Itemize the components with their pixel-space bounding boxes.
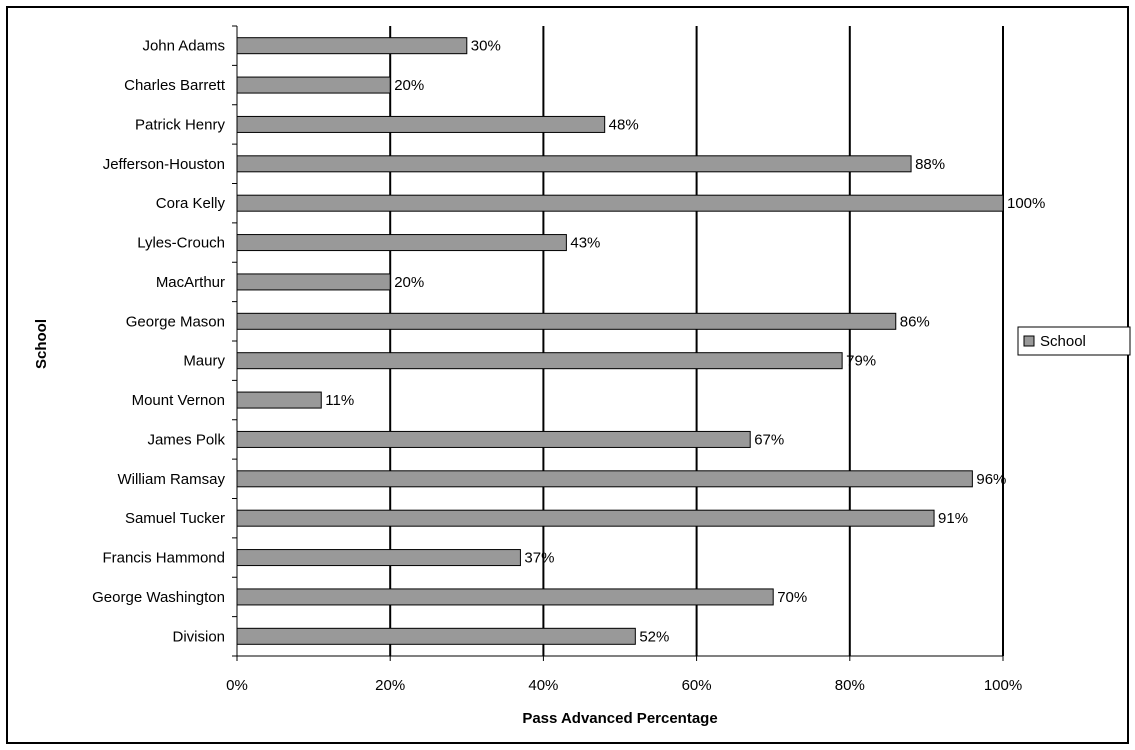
x-tick-label: 80% [835, 677, 865, 694]
data-label: 86% [900, 313, 930, 330]
data-label: 100% [1007, 195, 1045, 212]
bar-10 [236, 430, 751, 448]
data-label: 43% [570, 235, 600, 252]
category-label: Patrick Henry [135, 116, 226, 133]
x-axis-title: Pass Advanced Percentage [522, 710, 717, 727]
bar-9 [236, 391, 322, 409]
category-label: Samuel Tucker [125, 510, 225, 527]
data-label: 88% [915, 156, 945, 173]
bar-3 [236, 155, 912, 173]
tick-labels: 0% 20% 40% 60% 80% 100% [226, 677, 1022, 694]
category-label: Lyles-Crouch [137, 235, 225, 252]
category-label: Jefferson-Houston [103, 156, 225, 173]
category-label: George Mason [126, 313, 225, 330]
bar-4 [236, 194, 1004, 212]
data-label: 20% [394, 77, 424, 94]
bars [236, 37, 1004, 645]
x-tick-label: 100% [984, 677, 1022, 694]
bar-1 [236, 76, 391, 94]
category-label: Maury [183, 353, 225, 370]
category-label: Charles Barrett [124, 77, 226, 94]
category-label: John Adams [142, 38, 225, 55]
x-tick-label: 20% [375, 677, 405, 694]
data-label: 52% [639, 628, 669, 645]
bar-12 [236, 509, 935, 527]
data-label: 30% [471, 38, 501, 55]
legend-label: School [1040, 333, 1086, 350]
axes [232, 25, 1004, 661]
data-label: 96% [976, 471, 1006, 488]
bar-0 [236, 37, 468, 55]
bar-2 [236, 115, 606, 133]
legend-swatch [1023, 335, 1035, 347]
data-labels: 30% 20% 48% 88% 100% 43% 20% 86% 79% 11% 67% 96% 91%… [325, 38, 1045, 646]
category-label: James Polk [147, 431, 225, 448]
data-label: 70% [777, 589, 807, 606]
x-tick-label: 0% [226, 677, 248, 694]
category-label: Division [172, 628, 225, 645]
data-label: 91% [938, 510, 968, 527]
category-label: William Ramsay [117, 471, 225, 488]
category-labels: John Adams Charles Barrett Patrick Henry Je… [92, 38, 226, 646]
bar-7 [236, 312, 897, 330]
data-label: 48% [609, 116, 639, 133]
bar-5 [236, 234, 567, 252]
data-label: 67% [754, 431, 784, 448]
y-axis-title: School [33, 319, 50, 369]
bar-11 [236, 470, 973, 488]
data-label: 79% [846, 353, 876, 370]
legend-box [1017, 326, 1131, 356]
legend: School [1017, 326, 1131, 356]
category-label: George Washington [92, 589, 225, 606]
data-label: 11% [325, 392, 354, 409]
category-label: Mount Vernon [132, 392, 225, 409]
category-label: Francis Hammond [102, 550, 225, 567]
bar-6 [236, 273, 391, 291]
data-label: 20% [394, 274, 424, 291]
x-tick-label: 40% [528, 677, 558, 694]
bar-14 [236, 588, 774, 606]
bar-8 [236, 352, 843, 370]
bar-15 [236, 627, 636, 645]
bar-13 [236, 549, 521, 567]
category-label: Cora Kelly [156, 195, 226, 212]
x-tick-label: 60% [682, 677, 712, 694]
data-label: 37% [524, 550, 554, 567]
category-label: MacArthur [156, 274, 225, 291]
